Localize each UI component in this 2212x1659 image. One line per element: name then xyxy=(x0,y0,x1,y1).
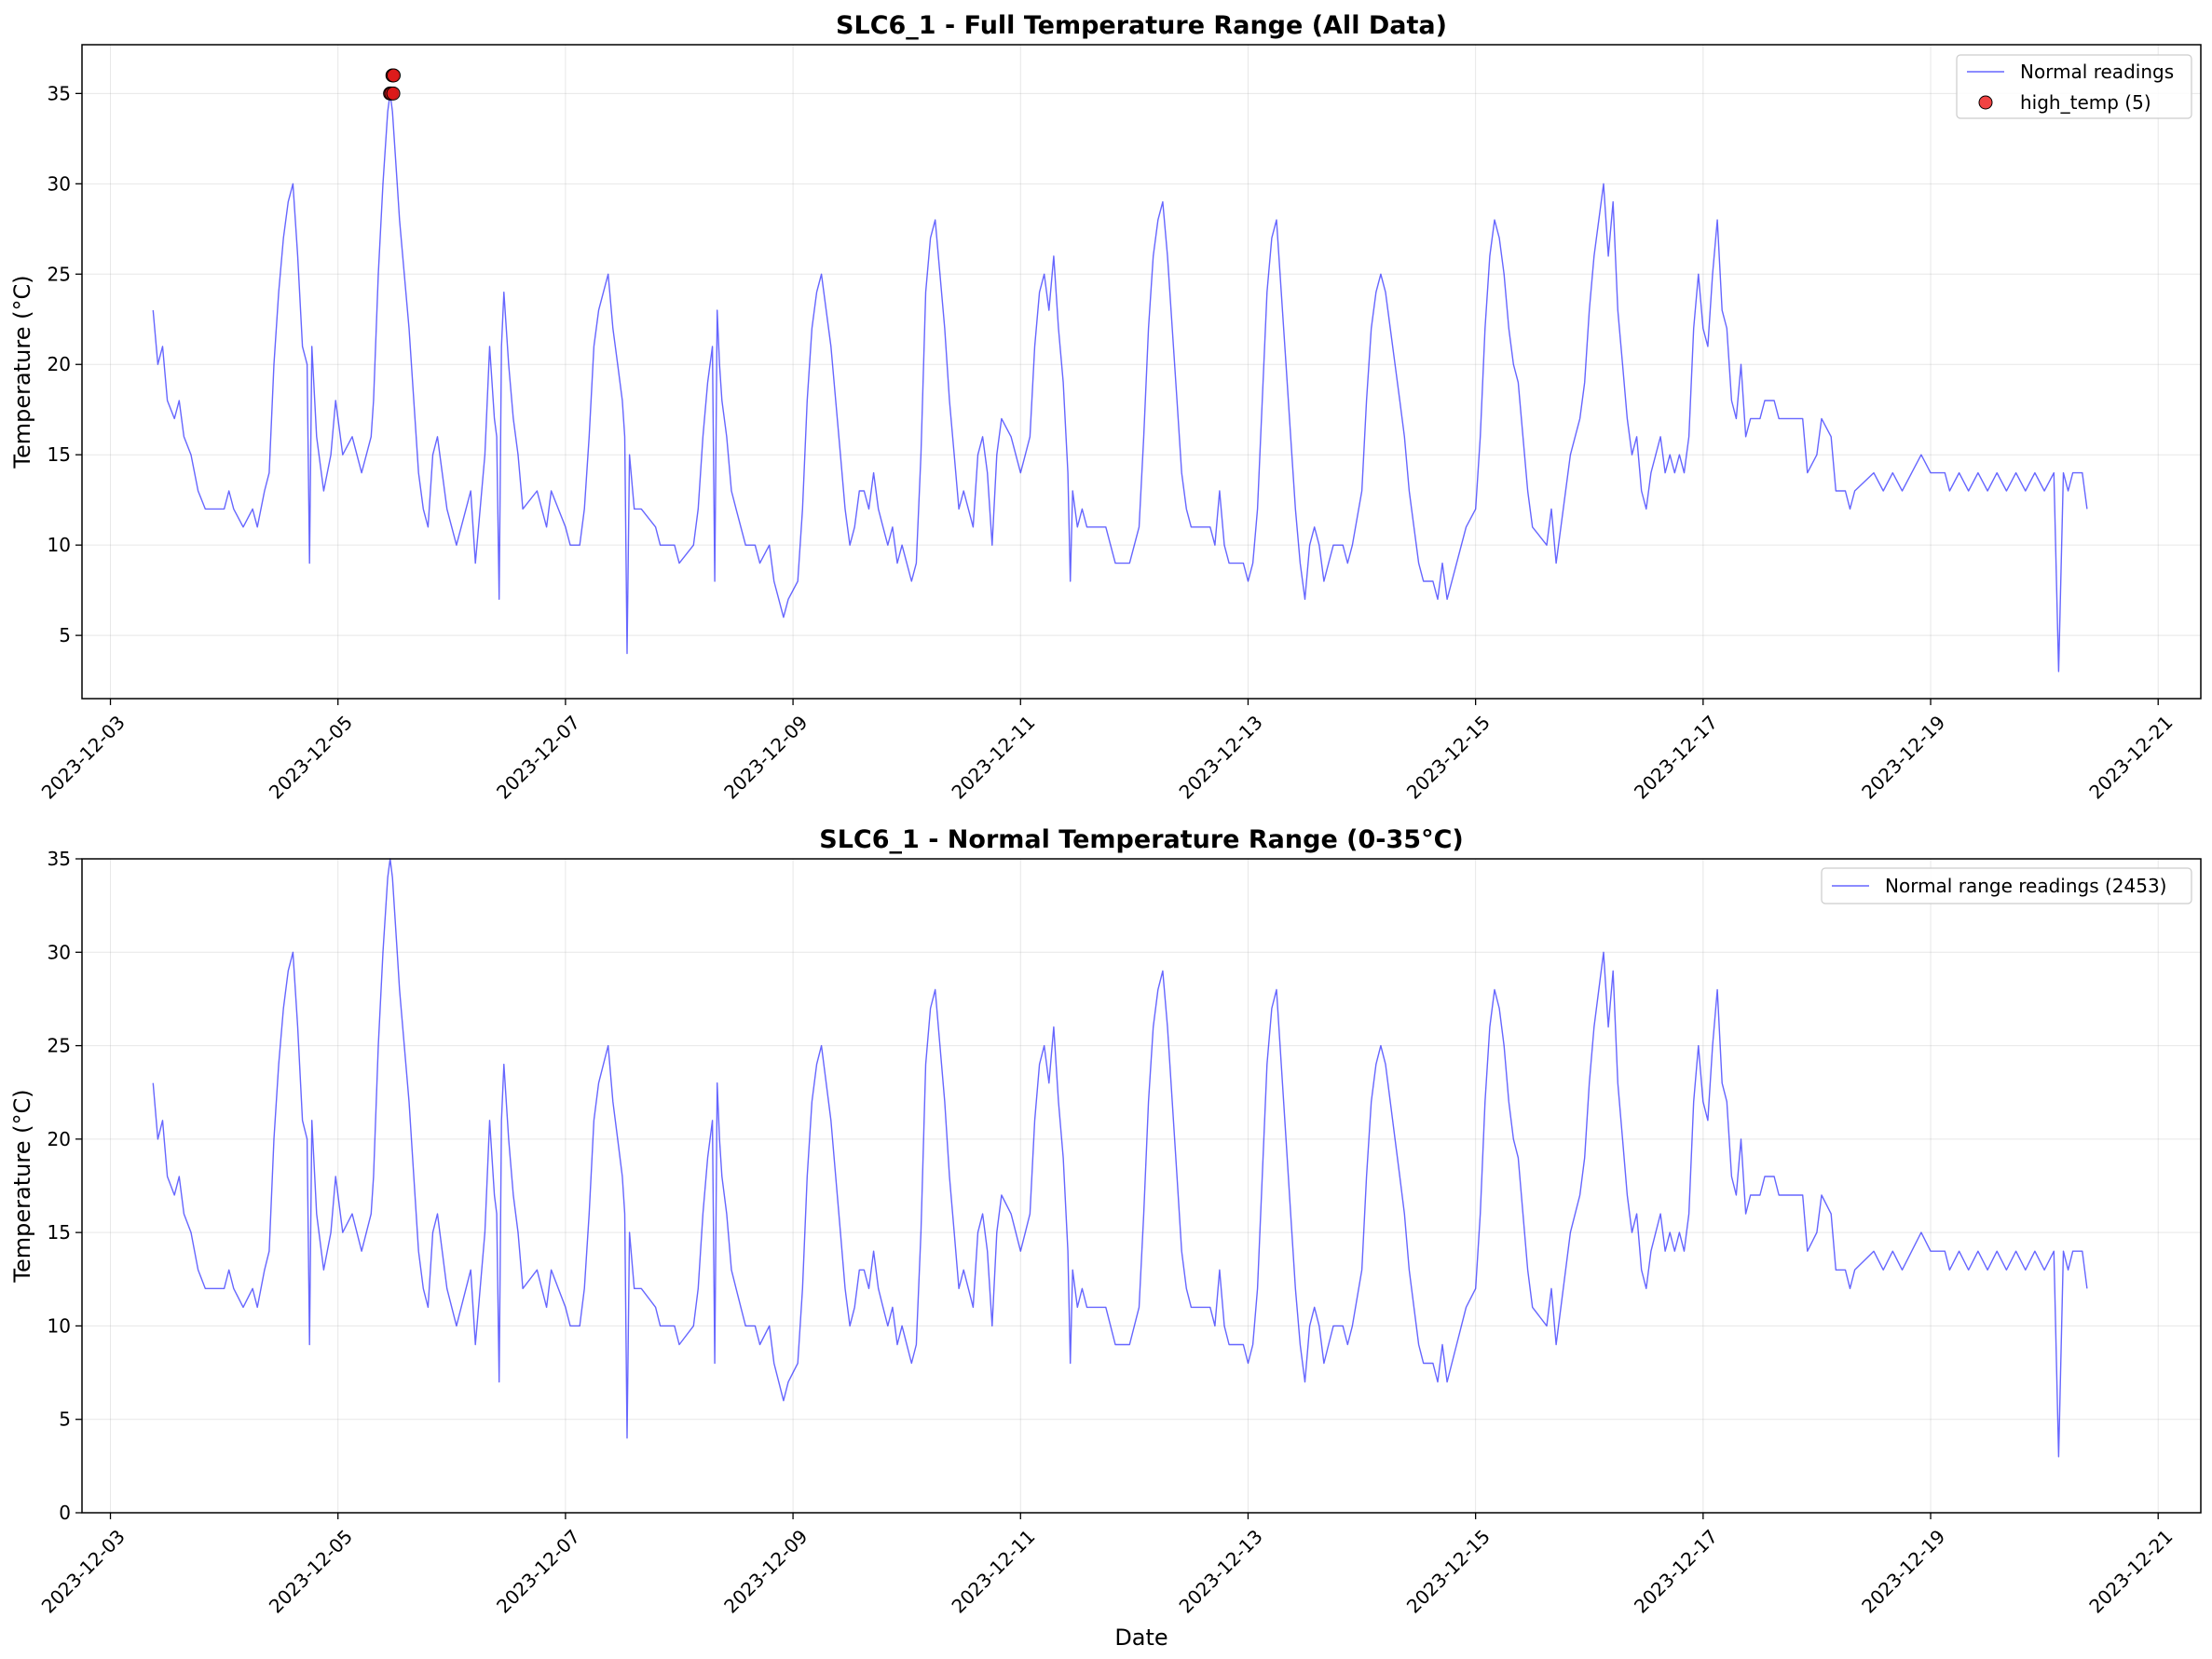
y-tick-label: 25 xyxy=(48,1035,71,1057)
bottom-legend-label: Normal range readings (2453) xyxy=(1885,875,2166,897)
high-temp-point xyxy=(386,86,401,101)
y-tick-label: 5 xyxy=(59,1408,71,1431)
top-legend-label-normal: Normal readings xyxy=(2020,61,2174,83)
y-tick-label: 10 xyxy=(48,534,71,556)
y-tick-label: 10 xyxy=(48,1314,71,1337)
top-series xyxy=(152,68,2088,673)
temperature-line xyxy=(152,858,2088,1458)
bottom-y-axis-label: Temperature (°C) xyxy=(9,1089,35,1283)
bottom-series xyxy=(152,858,2088,1458)
top-axes-frame xyxy=(81,44,2202,700)
y-tick-label: 15 xyxy=(48,1221,71,1244)
y-tick-label: 15 xyxy=(48,443,71,466)
top-plot-area xyxy=(82,45,2201,699)
y-tick-label: 20 xyxy=(48,1128,71,1150)
y-tick-label: 20 xyxy=(48,353,71,375)
y-tick-label: 25 xyxy=(48,263,71,285)
top-legend-marker-swatch xyxy=(1978,95,1993,110)
bottom-chart-title: SLC6_1 - Normal Temperature Range (0-35°… xyxy=(819,825,1463,854)
bottom-y-ticks: 0 5 10 15 20 25 30 35 xyxy=(48,848,82,1524)
bottom-axes-frame xyxy=(81,858,2202,1514)
y-tick-label: 30 xyxy=(48,941,71,963)
bottom-legend-box xyxy=(1821,867,2192,904)
high-temp-point xyxy=(386,68,401,83)
top-y-axis-label: Temperature (°C) xyxy=(9,275,35,469)
y-tick-label: 0 xyxy=(59,1502,71,1524)
bottom-legend: Normal range readings (2453) xyxy=(1821,867,2192,904)
top-legend-box xyxy=(1956,54,2192,119)
top-gridlines xyxy=(82,45,2201,699)
top-panel: 2023-12-03 2023-12-05 2023-12-07 2023-12-09… xyxy=(9,11,2202,803)
top-chart-title: SLC6_1 - Full Temperature Range (All Dat… xyxy=(836,11,1447,40)
top-legend-label-high-temp: high_temp (5) xyxy=(2020,91,2151,114)
y-tick-label: 35 xyxy=(48,82,71,104)
y-tick-label: 5 xyxy=(59,624,71,646)
top-legend: Normal readings high_temp (5) xyxy=(1956,54,2192,119)
temperature-line xyxy=(152,92,2088,673)
top-y-ticks: 5 10 15 20 25 30 35 xyxy=(48,82,82,646)
bottom-plot-area xyxy=(82,859,2201,1513)
y-tick-label: 35 xyxy=(48,848,71,870)
y-tick-label: 30 xyxy=(48,172,71,195)
bottom-x-axis-label: Date xyxy=(1114,1625,1167,1651)
